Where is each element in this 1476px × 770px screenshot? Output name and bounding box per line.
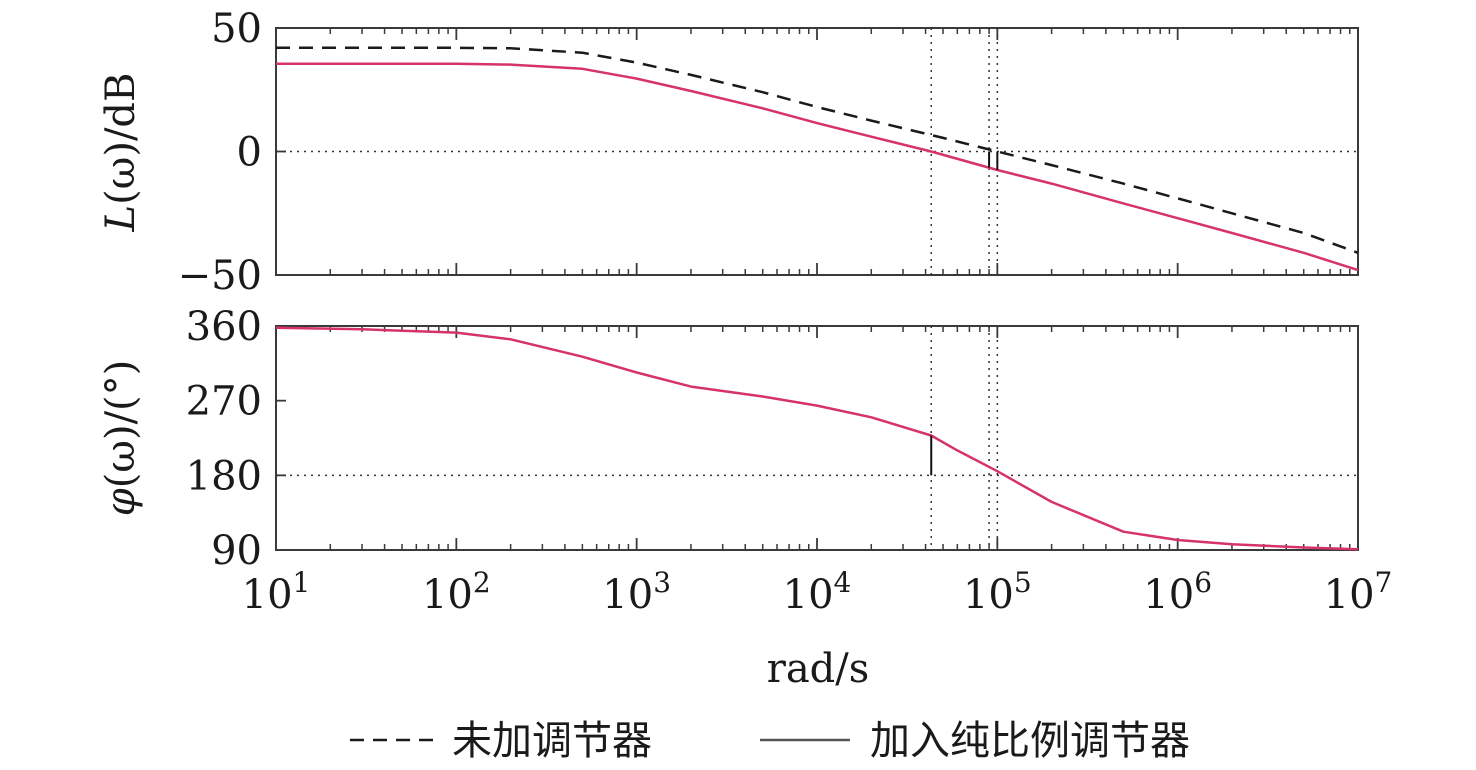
phase-y-tick-label: 360: [186, 304, 262, 350]
x-tick-label: 102: [422, 566, 491, 618]
phase-axis-label-main: φ: [98, 488, 144, 516]
magnitude-series-uncompensated: [276, 46, 1359, 254]
phase-axis-label: φ(ω)/(°): [98, 360, 144, 517]
magnitude-axis-label: L(ω)/dB: [98, 73, 144, 233]
magnitude-axis-label-var: (ω): [98, 141, 144, 205]
x-tick-label: 103: [602, 566, 671, 618]
magnitude-y-tick-label: 0: [237, 130, 262, 176]
magnitude-y-tick-label: 50: [211, 6, 262, 52]
magnitude-series-compensated: [276, 62, 1359, 272]
legend: 未加调节器 加入纯比例调节器: [350, 718, 1190, 764]
magnitude-axis-label-main: L: [98, 205, 144, 233]
phase-y-tick-label: 90: [211, 528, 262, 574]
legend-label-compensated: 加入纯比例调节器: [870, 718, 1190, 764]
phase-plot-frame: [275, 325, 1359, 551]
x-axis: 101 102 103 104 105 106 107: [242, 566, 1393, 618]
phase-series-compensated: [275, 326, 1359, 551]
phase-y-tick-label: 180: [186, 453, 262, 499]
x-tick-label: 104: [783, 566, 852, 618]
x-axis-label: rad/s: [767, 646, 870, 692]
magnitude-axis-label-unit: /dB: [98, 73, 144, 141]
phase-panel: 360 270 180 90: [186, 304, 1359, 574]
x-tick-label: 106: [1143, 566, 1212, 618]
x-tick-label: 101: [242, 566, 311, 618]
phase-axis-label-unit: /(°): [98, 360, 144, 425]
magnitude-y-tick-label: −50: [178, 253, 262, 299]
x-tick-label: 105: [963, 566, 1032, 618]
x-tick-label: 107: [1324, 566, 1393, 618]
legend-label-uncompensated: 未加调节器: [452, 718, 652, 764]
phase-axis-label-var: (ω): [98, 424, 144, 488]
magnitude-panel: 50 0 −50: [178, 6, 1359, 299]
phase-y-tick-label: 270: [186, 379, 262, 425]
